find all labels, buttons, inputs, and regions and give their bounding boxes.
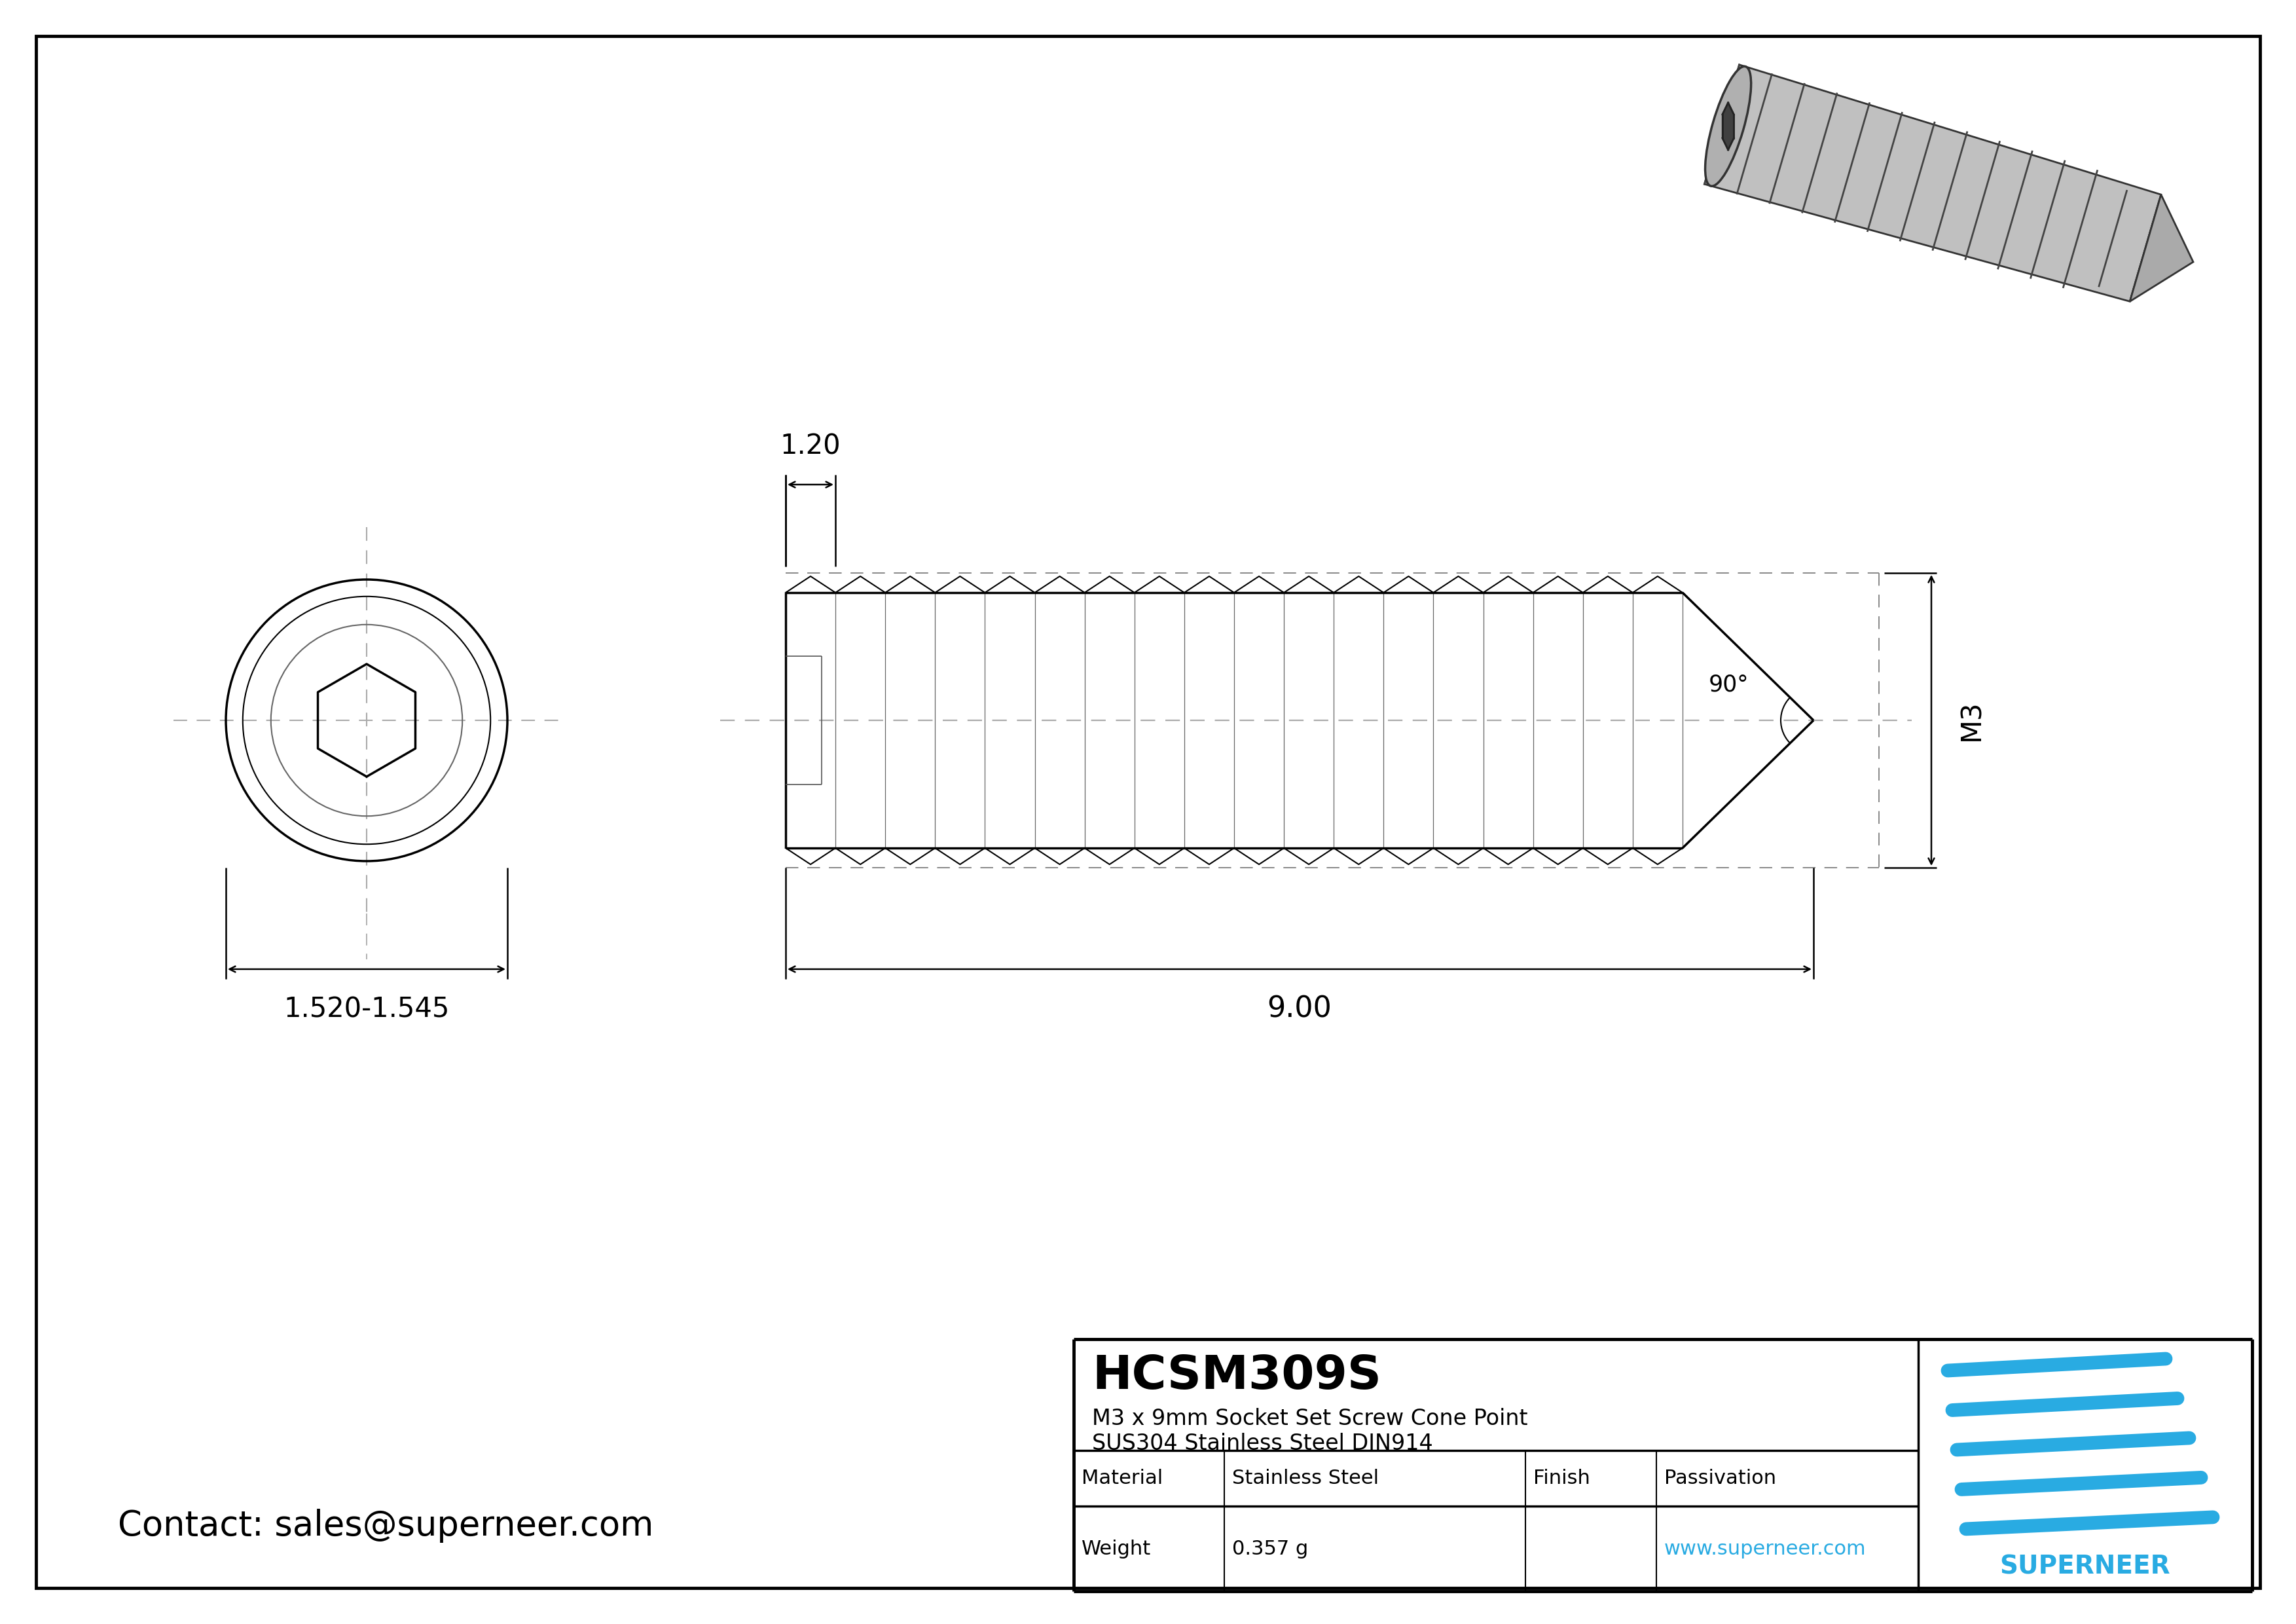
Text: 1.20: 1.20 (781, 432, 840, 460)
Text: 9.00: 9.00 (1267, 996, 1332, 1023)
Polygon shape (1704, 65, 2161, 302)
Text: 90°: 90° (1708, 674, 1750, 695)
Text: Material: Material (1081, 1468, 1162, 1488)
Text: www.superneer.com: www.superneer.com (1665, 1540, 1867, 1557)
Text: Passivation: Passivation (1665, 1468, 1777, 1488)
Text: 0.357 g: 0.357 g (1233, 1540, 1309, 1557)
Polygon shape (1722, 102, 1733, 149)
Text: Weight: Weight (1081, 1540, 1150, 1557)
Text: M3 x 9mm Socket Set Screw Cone Point: M3 x 9mm Socket Set Screw Cone Point (1093, 1408, 1527, 1429)
Text: HCSM309S: HCSM309S (1093, 1353, 1382, 1398)
Text: SUS304 Stainless Steel DIN914: SUS304 Stainless Steel DIN914 (1093, 1432, 1433, 1455)
Text: Contact: sales@superneer.com: Contact: sales@superneer.com (117, 1509, 654, 1543)
Polygon shape (2131, 195, 2193, 302)
Text: M3: M3 (1958, 700, 1986, 741)
Text: 1.520-1.545: 1.520-1.545 (285, 996, 450, 1023)
Text: SUPERNEER: SUPERNEER (2000, 1554, 2170, 1580)
Text: Stainless Steel: Stainless Steel (1233, 1468, 1380, 1488)
Text: Finish: Finish (1534, 1468, 1591, 1488)
Ellipse shape (1706, 67, 1752, 187)
